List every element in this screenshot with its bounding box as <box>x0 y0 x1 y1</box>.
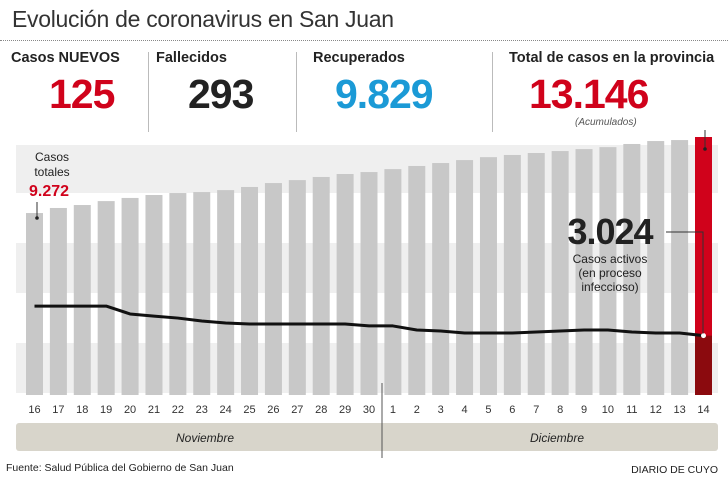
x-tick-label: 7 <box>533 404 539 416</box>
bar <box>264 183 282 395</box>
bar <box>432 163 450 395</box>
x-tick-label: 3 <box>438 404 444 416</box>
month-bar <box>16 423 718 451</box>
active-cases-bar-segment <box>695 335 712 395</box>
source-note: Fuente: Salud Pública del Gobierno de Sa… <box>6 462 234 474</box>
bar <box>551 151 569 395</box>
x-tick-label: 14 <box>697 404 709 416</box>
bar <box>360 172 378 395</box>
x-tick-label: 1 <box>390 404 396 416</box>
leader-line <box>666 231 704 334</box>
stat-label: Total de casos en la provincia <box>509 50 715 66</box>
x-tick-label: 28 <box>315 404 327 416</box>
stat-value: 125 <box>49 71 115 117</box>
first-total-value: 9.272 <box>29 183 69 200</box>
bar <box>97 201 115 395</box>
x-tick-label: 27 <box>291 404 303 416</box>
divider <box>492 52 493 132</box>
bar <box>575 149 593 395</box>
bar <box>527 153 545 395</box>
x-tick-label: 23 <box>196 404 208 416</box>
bar <box>49 207 67 395</box>
x-tick-label: 26 <box>267 404 279 416</box>
casos-totales-label: totales <box>34 165 69 179</box>
total-note: (Acumulados) <box>575 117 637 128</box>
x-tick-label: 5 <box>485 404 491 416</box>
bar <box>503 154 521 395</box>
bar <box>336 174 354 395</box>
bar <box>217 190 235 395</box>
bar <box>288 180 306 395</box>
bar <box>384 169 402 395</box>
page-title: Evolución de coronavirus en San Juan <box>12 6 394 32</box>
bar <box>26 213 43 395</box>
bar <box>479 157 497 395</box>
active-cases-label: (en proceso <box>578 266 642 280</box>
bar <box>456 160 474 395</box>
x-tick-label: 2 <box>414 404 420 416</box>
stat-recovered: Recuperados 9.829 <box>313 50 434 117</box>
x-tick-label: 17 <box>52 404 64 416</box>
bar <box>312 176 330 395</box>
bar <box>73 205 91 395</box>
x-tick-label: 4 <box>462 404 468 416</box>
stat-value: 13.146 <box>529 71 649 117</box>
x-tick-label: 12 <box>650 404 662 416</box>
stat-label: Recuperados <box>313 50 405 66</box>
x-tick-label: 18 <box>76 404 88 416</box>
bar <box>145 195 163 395</box>
x-tick-label: 21 <box>148 404 160 416</box>
stat-deaths: Fallecidos 293 <box>156 50 254 117</box>
divider <box>148 52 149 132</box>
x-tick-label: 20 <box>124 404 136 416</box>
stat-total: Total de casos en la provincia 13.146 <box>509 50 714 116</box>
x-tick-label: 10 <box>602 404 614 416</box>
bar <box>408 165 426 395</box>
x-tick-label: 9 <box>581 404 587 416</box>
bar <box>599 147 617 395</box>
bar <box>241 186 259 395</box>
x-tick-label: 16 <box>28 404 40 416</box>
month-label: Noviembre <box>176 431 234 445</box>
leader-dot <box>35 216 39 220</box>
active-cases-value: 3.024 <box>567 211 653 252</box>
casos-totales-label: Casos <box>35 150 69 164</box>
x-tick-label: 30 <box>363 404 375 416</box>
month-label: Diciembre <box>530 431 584 445</box>
active-cases-marker <box>701 333 706 339</box>
title-divider <box>0 40 728 41</box>
x-tick-label: 22 <box>172 404 184 416</box>
bar <box>671 140 689 395</box>
x-tick-label: 29 <box>339 404 351 416</box>
leader-dot <box>703 147 707 151</box>
x-tick-label: 11 <box>626 404 637 416</box>
stat-value: 293 <box>188 71 254 117</box>
x-tick-label: 25 <box>243 404 255 416</box>
active-cases-line <box>34 304 704 338</box>
x-tick-label: 13 <box>673 404 685 416</box>
stat-new-cases: Casos NUEVOS 125 <box>11 50 120 116</box>
bar <box>169 193 187 395</box>
stat-label: Fallecidos <box>156 50 227 66</box>
x-tick-label: 8 <box>557 404 563 416</box>
stat-value: 9.829 <box>335 71 434 117</box>
active-cases-label: infeccioso) <box>581 280 638 294</box>
divider <box>296 52 297 132</box>
x-tick-label: 19 <box>100 404 112 416</box>
x-tick-label: 6 <box>509 404 515 416</box>
x-tick-label: 24 <box>220 404 232 416</box>
bar <box>193 192 211 395</box>
stat-label: Casos NUEVOS <box>11 50 120 66</box>
brand: DIARIO DE CUYO <box>631 464 718 476</box>
active-cases-label: Casos activos <box>573 252 648 266</box>
bar <box>121 197 139 395</box>
